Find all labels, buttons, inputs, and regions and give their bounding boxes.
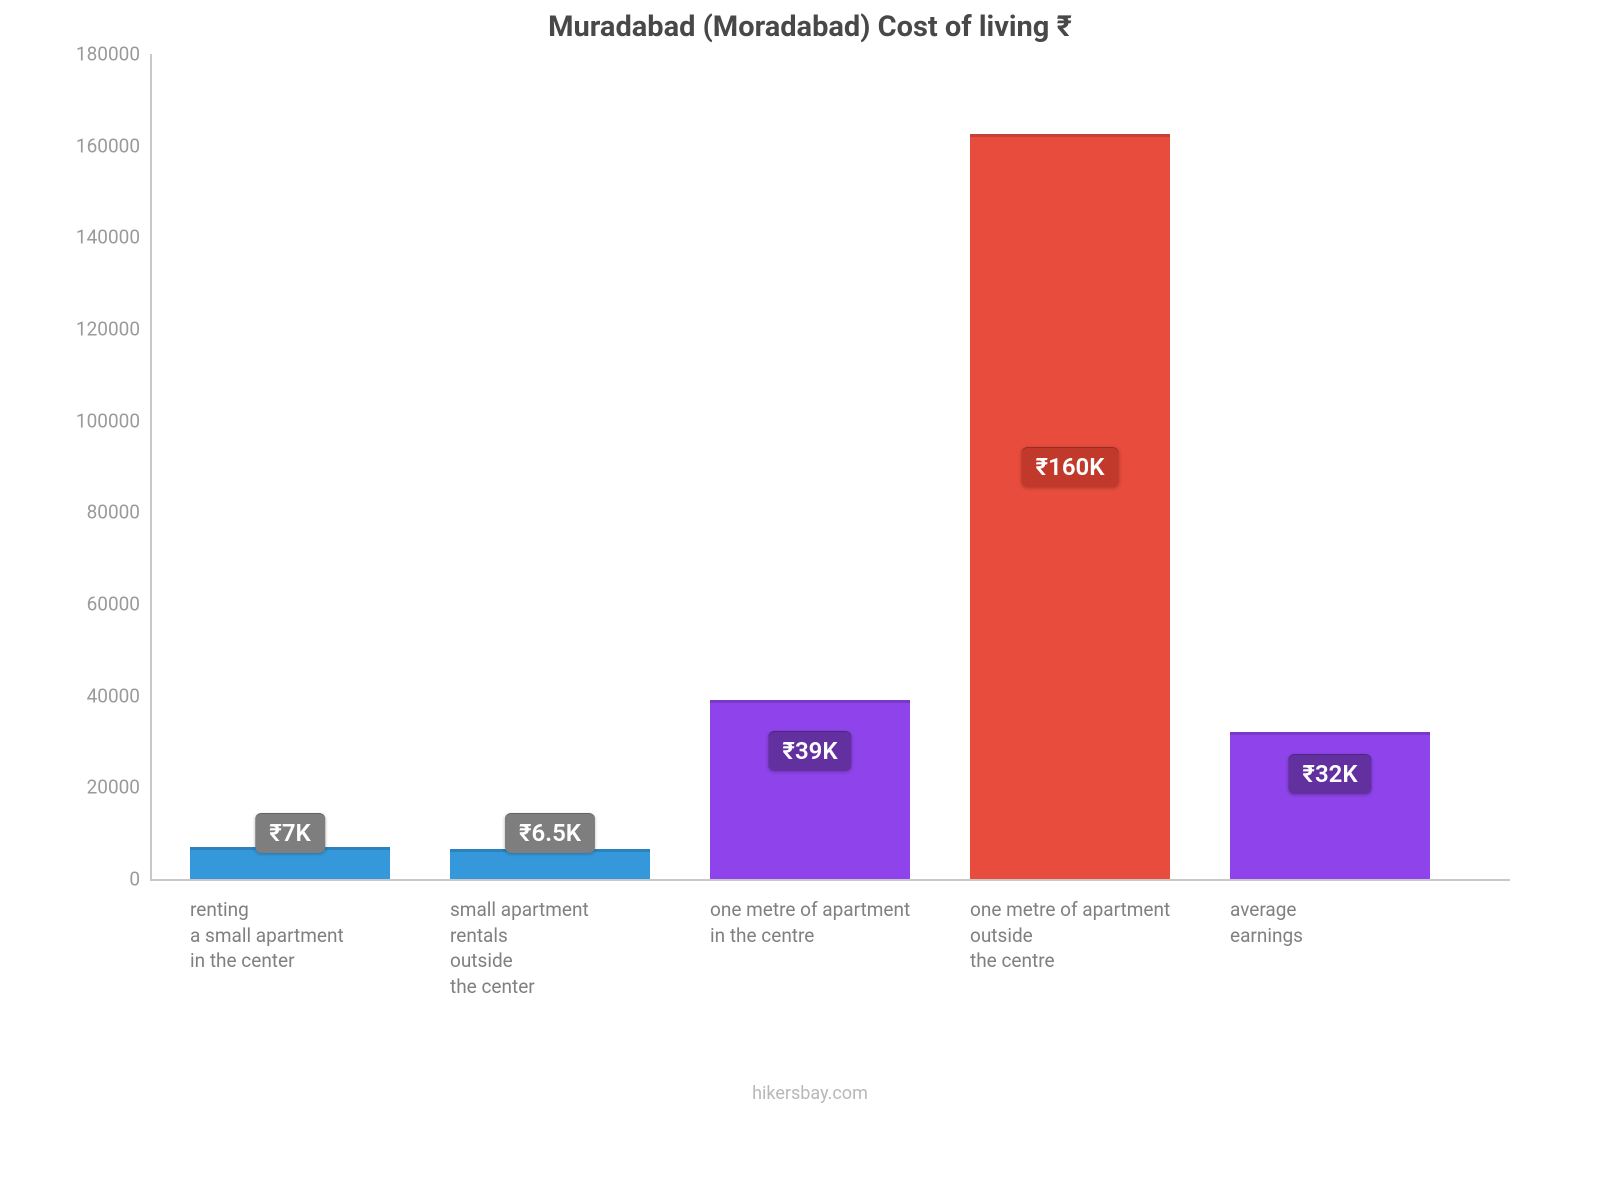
x-axis-line [150,879,1510,881]
y-tick-label: 160000 [76,134,140,157]
x-category-label: average earnings [1230,897,1460,948]
x-category-label: one metre of apartment outside the centr… [970,897,1200,974]
value-badge: ₹6.5K [505,813,595,853]
value-badge: ₹32K [1288,754,1371,794]
y-tick-label: 40000 [87,684,140,707]
y-tick-label: 0 [129,868,140,891]
bar [970,134,1170,879]
y-tick-label: 180000 [76,43,140,66]
y-tick-label: 60000 [87,593,140,616]
y-tick-label: 140000 [76,226,140,249]
cost-of-living-chart: Muradabad (Moradabad) Cost of living ₹ 0… [80,10,1540,1160]
value-badge: ₹160K [1022,447,1119,487]
value-badge: ₹7K [255,813,325,853]
y-tick-label: 100000 [76,409,140,432]
value-badge: ₹39K [768,731,851,771]
chart-title: Muradabad (Moradabad) Cost of living ₹ [80,10,1540,44]
bar [450,849,650,879]
bar [710,700,910,879]
plot-area: 0200004000060000800001000001200001400001… [150,54,1510,879]
y-tick-label: 80000 [87,501,140,524]
x-category-label: small apartment rentals outside the cent… [450,897,680,1000]
x-category-label: renting a small apartment in the center [190,897,420,974]
source-credit: hikersbay.com [80,1083,1540,1104]
y-axis-line [150,54,152,879]
y-tick-label: 120000 [76,318,140,341]
y-tick-label: 20000 [87,776,140,799]
x-category-label: one metre of apartment in the centre [710,897,940,948]
